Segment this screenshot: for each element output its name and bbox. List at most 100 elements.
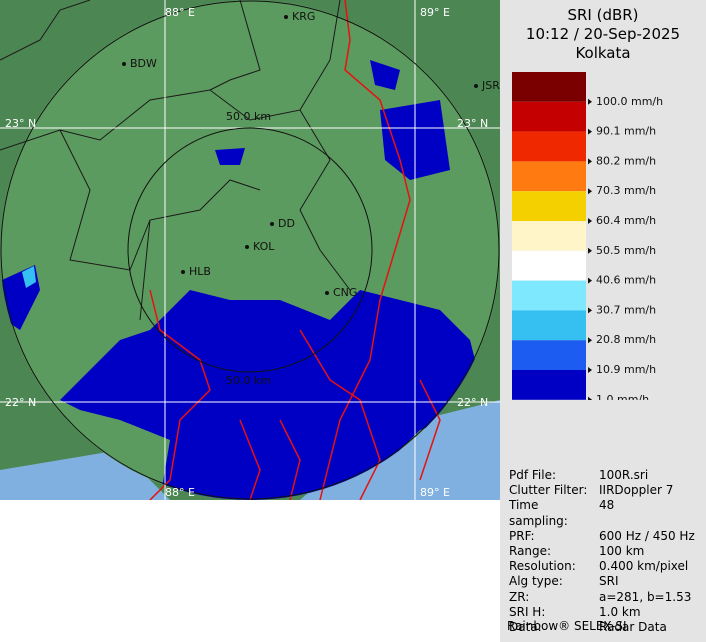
info-row: Pdf File: 100R.sri bbox=[509, 468, 695, 483]
info-value: a=281, b=1.53 bbox=[599, 589, 692, 604]
info-row: Resolution: 0.400 km/pixel bbox=[509, 559, 695, 574]
legend-swatch bbox=[512, 370, 586, 400]
legend-pointer bbox=[588, 128, 592, 135]
header: SRI (dBR) 10:12 / 20-Sep-2025 Kolkata bbox=[500, 0, 706, 63]
lon-label: 89° E bbox=[420, 486, 450, 499]
place-label: DD bbox=[278, 217, 295, 230]
lon-label: 88° E bbox=[165, 6, 195, 19]
place-label: KOL bbox=[253, 240, 275, 253]
side-panel: SRI (dBR) 10:12 / 20-Sep-2025 Kolkata 10… bbox=[500, 0, 706, 642]
radar-map: 88° E 89° E 88° E 89° E 23° N 23° N 22° … bbox=[0, 0, 500, 500]
legend-swatch bbox=[512, 221, 586, 251]
station: Kolkata bbox=[575, 44, 631, 62]
info-key: Alg type: bbox=[509, 574, 563, 589]
legend-swatch bbox=[512, 131, 586, 162]
legend-label: 80.2 mm/h bbox=[596, 154, 656, 167]
grid-labels: 88° E 89° E 88° E 89° E 23° N 23° N 22° … bbox=[5, 6, 488, 499]
range-label: 50.0 km bbox=[226, 110, 271, 123]
info-key: Pdf File: bbox=[509, 468, 557, 482]
place-dot bbox=[474, 84, 478, 88]
info-value: 100 km bbox=[599, 544, 645, 559]
water bbox=[0, 400, 500, 500]
info-key: SRI H: bbox=[509, 604, 546, 619]
info-value: 0.400 km/pixel bbox=[599, 559, 689, 574]
boundaries bbox=[0, 0, 351, 321]
info-row: Range: 100 km bbox=[509, 544, 695, 559]
lat-label: 22° N bbox=[5, 396, 36, 409]
info-value: 48 bbox=[599, 498, 615, 513]
legend-label: 10.9 mm/h bbox=[596, 363, 656, 376]
info-key: Resolution: bbox=[509, 559, 576, 574]
info-key: PRF: bbox=[509, 528, 535, 543]
info-row: Data: Radar Data bbox=[509, 620, 695, 635]
legend-label: 1.0 mm/h bbox=[596, 393, 649, 400]
info-value: IIRDoppler 7 bbox=[599, 483, 674, 498]
rain-core bbox=[22, 266, 36, 288]
legend-swatch bbox=[512, 250, 586, 281]
legend-pointer bbox=[588, 188, 592, 195]
legend-label: 40.6 mm/h bbox=[596, 274, 656, 287]
info-row: SRI H: 1.0 km bbox=[509, 605, 695, 620]
lon-label: 89° E bbox=[420, 6, 450, 19]
legend-pointer bbox=[588, 396, 592, 400]
legend-pointer bbox=[588, 98, 592, 105]
legend-pointer bbox=[588, 367, 592, 373]
lat-label: 22° N bbox=[457, 396, 488, 409]
legend-pointer bbox=[588, 158, 592, 165]
info-value: 1.0 km bbox=[599, 604, 641, 619]
info-row: PRF: 600 Hz / 450 Hz bbox=[509, 529, 695, 544]
info-key: Clutter Filter: bbox=[509, 483, 588, 498]
legend-pointer bbox=[588, 337, 592, 344]
place-dot bbox=[181, 270, 185, 274]
range-ring bbox=[0, 0, 500, 500]
range-ring bbox=[127, 127, 373, 373]
legend-pointer bbox=[588, 277, 592, 284]
info-value: 600 Hz / 450 Hz bbox=[599, 528, 695, 543]
place-dot bbox=[245, 245, 249, 249]
place-dot bbox=[284, 15, 288, 19]
lat-label: 23° N bbox=[457, 117, 488, 130]
info-key: Range: bbox=[509, 544, 552, 559]
info-key: ZR: bbox=[509, 589, 530, 604]
legend-label: 20.8 mm/h bbox=[596, 333, 656, 346]
range-label: 50.0 km bbox=[226, 374, 271, 387]
place-dot bbox=[325, 291, 329, 295]
info-key: Time sampling: bbox=[509, 498, 568, 528]
legend-label: 50.5 mm/h bbox=[596, 244, 656, 257]
legend-label: 70.3 mm/h bbox=[596, 184, 656, 197]
product: SRI (dBR) bbox=[567, 6, 639, 24]
legend-pointer bbox=[588, 307, 592, 314]
info-table: Pdf File: 100R.sri Clutter Filter: IIRDoppl… bbox=[509, 468, 695, 635]
legend-pointer bbox=[588, 247, 592, 254]
place-dot bbox=[270, 222, 274, 226]
info-row: Alg type: SRI bbox=[509, 574, 695, 589]
footer: Rainbow® SELEX-SI bbox=[507, 619, 627, 633]
legend-label: 60.4 mm/h bbox=[596, 214, 656, 227]
info-row: Time sampling: 48 bbox=[509, 498, 695, 528]
legend: 100.0 mm/h 90.1 mm/h 80.2 mm/h 70.3 mm/h 60.… bbox=[512, 72, 663, 400]
info-value: SRI bbox=[599, 574, 619, 589]
place-dot bbox=[122, 62, 126, 66]
lat-label: 23° N bbox=[5, 117, 36, 130]
place-label: HLB bbox=[189, 265, 211, 278]
legend-swatch bbox=[512, 310, 586, 341]
legend-swatch bbox=[512, 101, 586, 132]
rivers bbox=[149, 0, 441, 500]
timestamp: 10:12 / 20-Sep-2025 bbox=[525, 25, 681, 43]
legend-swatch bbox=[512, 340, 586, 370]
place-label: JSR bbox=[481, 79, 500, 92]
legend-swatch bbox=[512, 280, 586, 311]
lon-label: 88° E bbox=[165, 486, 195, 499]
legend-swatch bbox=[512, 72, 586, 102]
legend-label: 90.1 mm/h bbox=[596, 125, 656, 138]
info-value: 100R.sri bbox=[599, 468, 649, 482]
info-row: ZR: a=281, b=1.53 bbox=[509, 590, 695, 605]
legend-swatch bbox=[512, 161, 586, 192]
legend-swatch bbox=[512, 191, 586, 221]
place-label: CNG bbox=[333, 286, 357, 299]
legend-label: 100.0 mm/h bbox=[596, 95, 663, 108]
info-value: Radar Data bbox=[599, 620, 667, 635]
place-label: KRG bbox=[292, 10, 315, 23]
